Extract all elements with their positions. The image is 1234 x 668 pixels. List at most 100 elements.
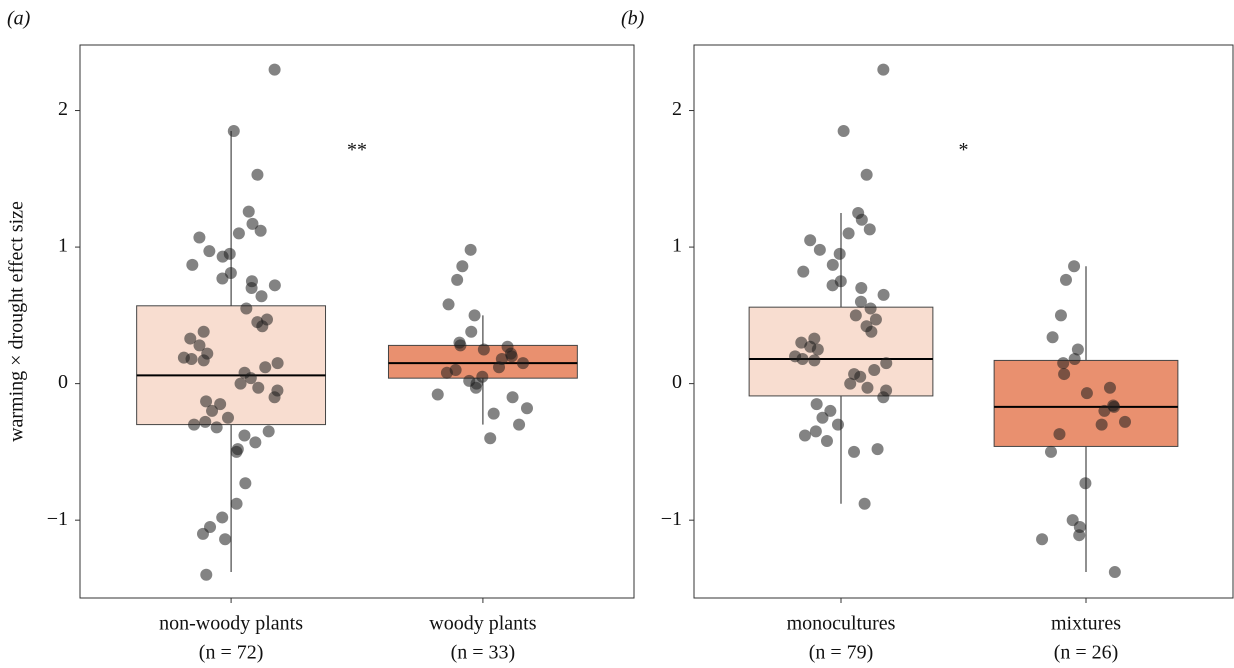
data-point bbox=[249, 436, 262, 449]
data-point bbox=[468, 309, 481, 322]
data-point bbox=[219, 533, 232, 546]
data-point bbox=[246, 217, 259, 230]
n-label: (n = 26) bbox=[1054, 642, 1119, 664]
y-tick-label: 0 bbox=[672, 371, 682, 393]
n-label: (n = 33) bbox=[451, 642, 516, 664]
data-point bbox=[1098, 404, 1111, 417]
data-point bbox=[813, 243, 826, 256]
n-label: (n = 79) bbox=[809, 642, 874, 664]
data-point bbox=[811, 343, 824, 356]
data-point bbox=[520, 402, 533, 415]
data-point bbox=[826, 258, 839, 271]
box bbox=[748, 306, 934, 397]
data-point bbox=[197, 354, 210, 367]
x-tick-label: mixtures bbox=[1051, 613, 1121, 635]
data-point bbox=[232, 227, 245, 240]
data-point bbox=[877, 391, 890, 404]
annotation: * bbox=[959, 139, 969, 161]
data-point bbox=[505, 350, 518, 363]
y-tick-label: −1 bbox=[47, 508, 68, 530]
data-point bbox=[816, 411, 829, 424]
data-point bbox=[797, 265, 810, 278]
data-point bbox=[798, 429, 811, 442]
data-point bbox=[440, 366, 453, 379]
data-point bbox=[861, 381, 874, 394]
data-point bbox=[844, 377, 857, 390]
data-point bbox=[193, 231, 206, 244]
data-point bbox=[230, 497, 243, 510]
data-point bbox=[842, 227, 855, 240]
data-point bbox=[210, 421, 223, 434]
data-point bbox=[1058, 368, 1071, 381]
data-point bbox=[196, 527, 209, 540]
data-point bbox=[804, 234, 817, 247]
data-point bbox=[268, 391, 281, 404]
data-point bbox=[880, 357, 893, 370]
data-point bbox=[877, 63, 890, 76]
data-point bbox=[268, 63, 281, 76]
data-point bbox=[230, 445, 243, 458]
data-point bbox=[252, 381, 265, 394]
data-point bbox=[200, 568, 213, 581]
data-point bbox=[206, 404, 219, 417]
data-point bbox=[431, 388, 444, 401]
data-point bbox=[863, 223, 876, 236]
n-label: (n = 72) bbox=[199, 642, 264, 664]
data-point bbox=[451, 273, 464, 286]
data-point bbox=[513, 418, 526, 431]
data-point bbox=[184, 332, 197, 345]
data-point bbox=[1053, 428, 1066, 441]
data-point bbox=[238, 429, 251, 442]
data-point bbox=[1046, 331, 1059, 344]
data-point bbox=[186, 258, 199, 271]
plot-frame bbox=[79, 44, 635, 599]
data-point bbox=[442, 298, 455, 311]
data-point bbox=[1103, 381, 1116, 394]
box bbox=[993, 359, 1179, 447]
data-point bbox=[477, 343, 490, 356]
annotation: ** bbox=[347, 139, 367, 161]
data-point bbox=[193, 339, 206, 352]
data-point bbox=[254, 224, 267, 237]
data-point bbox=[506, 391, 519, 404]
data-point bbox=[864, 302, 877, 315]
data-point bbox=[848, 445, 861, 458]
data-point bbox=[469, 381, 482, 394]
data-point bbox=[826, 279, 839, 292]
data-point bbox=[849, 309, 862, 322]
data-point bbox=[1073, 529, 1086, 542]
data-point bbox=[1036, 533, 1049, 546]
data-point bbox=[854, 370, 867, 383]
data-point bbox=[855, 213, 868, 226]
data-point bbox=[464, 243, 477, 256]
data-point bbox=[227, 125, 240, 138]
x-tick-label: monocultures bbox=[787, 613, 896, 635]
data-point bbox=[854, 295, 867, 308]
data-point bbox=[239, 477, 252, 490]
data-point bbox=[1119, 415, 1132, 428]
data-point bbox=[456, 260, 469, 273]
data-point bbox=[795, 336, 808, 349]
data-point bbox=[1068, 260, 1081, 273]
data-point bbox=[1044, 445, 1057, 458]
data-point bbox=[1068, 353, 1081, 366]
box bbox=[136, 305, 327, 426]
data-point bbox=[240, 302, 253, 315]
plot-frame bbox=[693, 44, 1234, 599]
data-point bbox=[858, 497, 871, 510]
data-point bbox=[868, 363, 881, 376]
data-point bbox=[1057, 357, 1070, 370]
data-point bbox=[465, 325, 478, 338]
data-point bbox=[871, 443, 884, 456]
data-point bbox=[833, 247, 846, 260]
data-point bbox=[855, 282, 868, 295]
x-tick-label: non-woody plants bbox=[159, 613, 303, 635]
data-point bbox=[216, 272, 229, 285]
data-point bbox=[259, 361, 272, 374]
data-point bbox=[796, 353, 809, 366]
data-point bbox=[1080, 387, 1093, 400]
y-tick-label: 2 bbox=[58, 98, 68, 120]
y-axis-label: warming × drought effect size bbox=[6, 201, 28, 442]
data-point bbox=[869, 313, 882, 326]
data-point bbox=[484, 432, 497, 445]
